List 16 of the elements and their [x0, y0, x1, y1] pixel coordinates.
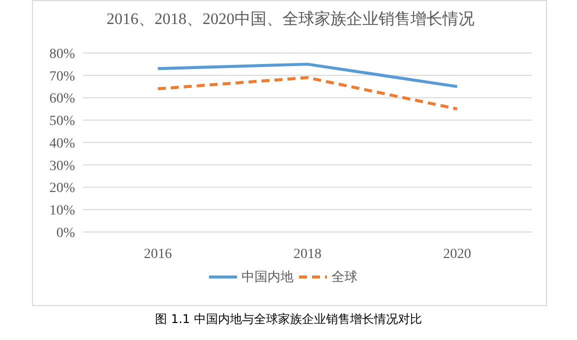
- legend-label: 全球: [332, 269, 358, 286]
- y-tick-label: 80%: [49, 46, 76, 62]
- y-tick-label: 50%: [49, 114, 76, 130]
- chart-title: 2016、2018、2020中国、全球家族企业销售增长情况: [106, 10, 476, 30]
- y-tick-label: 60%: [49, 92, 76, 107]
- y-tick-label: 70%: [49, 69, 76, 84]
- y-tick-label: 0%: [56, 226, 76, 241]
- x-tick-label: 2020: [443, 246, 472, 262]
- y-tick-label: 10%: [49, 204, 76, 219]
- y-tick-label: 30%: [49, 158, 76, 174]
- x-tick-label: 2016: [144, 246, 172, 262]
- legend-label: 中国内地: [242, 269, 294, 286]
- caption: 图 1.1 中国内地与全球家族企业销售增长情况对比: [154, 311, 423, 328]
- x-tick-label: 2018: [294, 246, 322, 262]
- y-tick-label: 40%: [49, 136, 76, 152]
- y-tick-label: 20%: [49, 181, 76, 196]
